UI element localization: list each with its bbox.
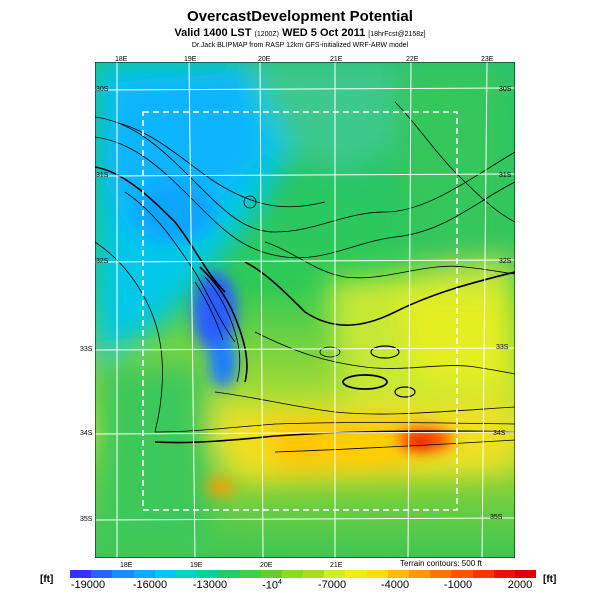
lat-right-35s: 35S <box>490 514 503 521</box>
colorbar-segment <box>70 570 92 578</box>
lon-bottom-19e: 19E <box>190 562 203 569</box>
colorbar-segment <box>175 570 198 578</box>
forecast-label: [18hrFcst@2158z] <box>368 31 426 38</box>
lon-top-20e: 20E <box>258 56 271 63</box>
lat-left-34s: 34S <box>80 430 93 437</box>
colorbar-segment <box>472 570 494 578</box>
colorbar-segment <box>345 570 367 578</box>
lat-left-35s: 35S <box>80 516 93 523</box>
colorbar-segment <box>366 570 388 578</box>
colorbar-segment <box>324 570 346 578</box>
colorbar-segment <box>303 570 325 578</box>
colorbar-segment <box>91 570 113 578</box>
colorbar-segment <box>514 570 537 578</box>
colorbar-segment <box>281 570 304 578</box>
lat-lon-grid <box>95 62 515 558</box>
colorbar-tick: -13000 <box>192 579 228 591</box>
lon-top-18e: 18E <box>115 56 128 63</box>
colorbar-unit-right: [ft] <box>543 574 557 585</box>
terrain-contours <box>95 101 515 453</box>
lat-right-33s: 33S <box>496 344 509 351</box>
colorbar-segment <box>133 570 155 578</box>
terrain-contour-note: Terrain contours: 500 ft <box>400 559 482 568</box>
colorbar-segment <box>218 570 240 578</box>
colorbar-segment <box>430 570 452 578</box>
lat-left-30s: 30S <box>96 86 109 93</box>
colorbar-tick-exponent: 4 <box>278 579 282 586</box>
colorbar-unit-left: [ft] <box>40 574 54 585</box>
colorbar <box>70 570 537 578</box>
colorbar-tick: -7000 <box>317 579 347 591</box>
colorbar-segment <box>451 570 473 578</box>
colorbar-segment <box>197 570 219 578</box>
forecast-map <box>95 62 515 558</box>
lat-left-33s: 33S <box>80 346 93 353</box>
chart-title: OvercastDevelopment Potential <box>187 8 413 25</box>
lon-top-23e: 23E <box>481 56 494 63</box>
lat-right-34s: 34S <box>493 430 506 437</box>
valid-time-label: Valid 1400 LST <box>174 27 252 39</box>
date-label: WED 5 Oct 2011 <box>282 27 366 39</box>
colorbar-segment <box>239 570 261 578</box>
colorbar-segment <box>260 570 282 578</box>
colorbar-tick-exp: -104 <box>262 579 282 592</box>
colorbar-tick: 2000 <box>507 579 533 591</box>
lon-bottom-21e: 21E <box>330 562 343 569</box>
utc-time-label: (1200Z) <box>254 31 280 38</box>
lon-top-19e: 19E <box>184 56 197 63</box>
lat-left-32s: 32S <box>96 258 109 265</box>
lat-left-31s: 31S <box>96 172 109 179</box>
lat-right-31s: 31S <box>499 172 512 179</box>
valid-time-subtitle: Valid 1400 LST (1200Z) WED 5 Oct 2011 [1… <box>0 27 600 39</box>
colorbar-segment <box>493 570 515 578</box>
colorbar-tick: -16000 <box>132 579 168 591</box>
colorbar-tick: -10 <box>262 579 278 592</box>
colorbar-segment <box>409 570 431 578</box>
colorbar-segment <box>387 570 409 578</box>
colorbar-tick: -19000 <box>70 579 106 591</box>
colorbar-segment <box>154 570 176 578</box>
lon-top-22e: 22E <box>406 56 419 63</box>
inner-domain-box <box>142 111 458 511</box>
lon-top-21e: 21E <box>330 56 343 63</box>
model-credit: Dr.Jack BLIPMAP from RASP 12km GFS-initi… <box>191 42 409 49</box>
lat-right-30s: 30S <box>499 86 512 93</box>
colorbar-tick: -1000 <box>443 579 473 591</box>
colorbar-segment <box>112 570 134 578</box>
lon-bottom-18e: 18E <box>120 562 133 569</box>
colorbar-tick: -4000 <box>380 579 410 591</box>
lat-right-32s: 32S <box>499 258 512 265</box>
lon-bottom-20e: 20E <box>260 562 273 569</box>
